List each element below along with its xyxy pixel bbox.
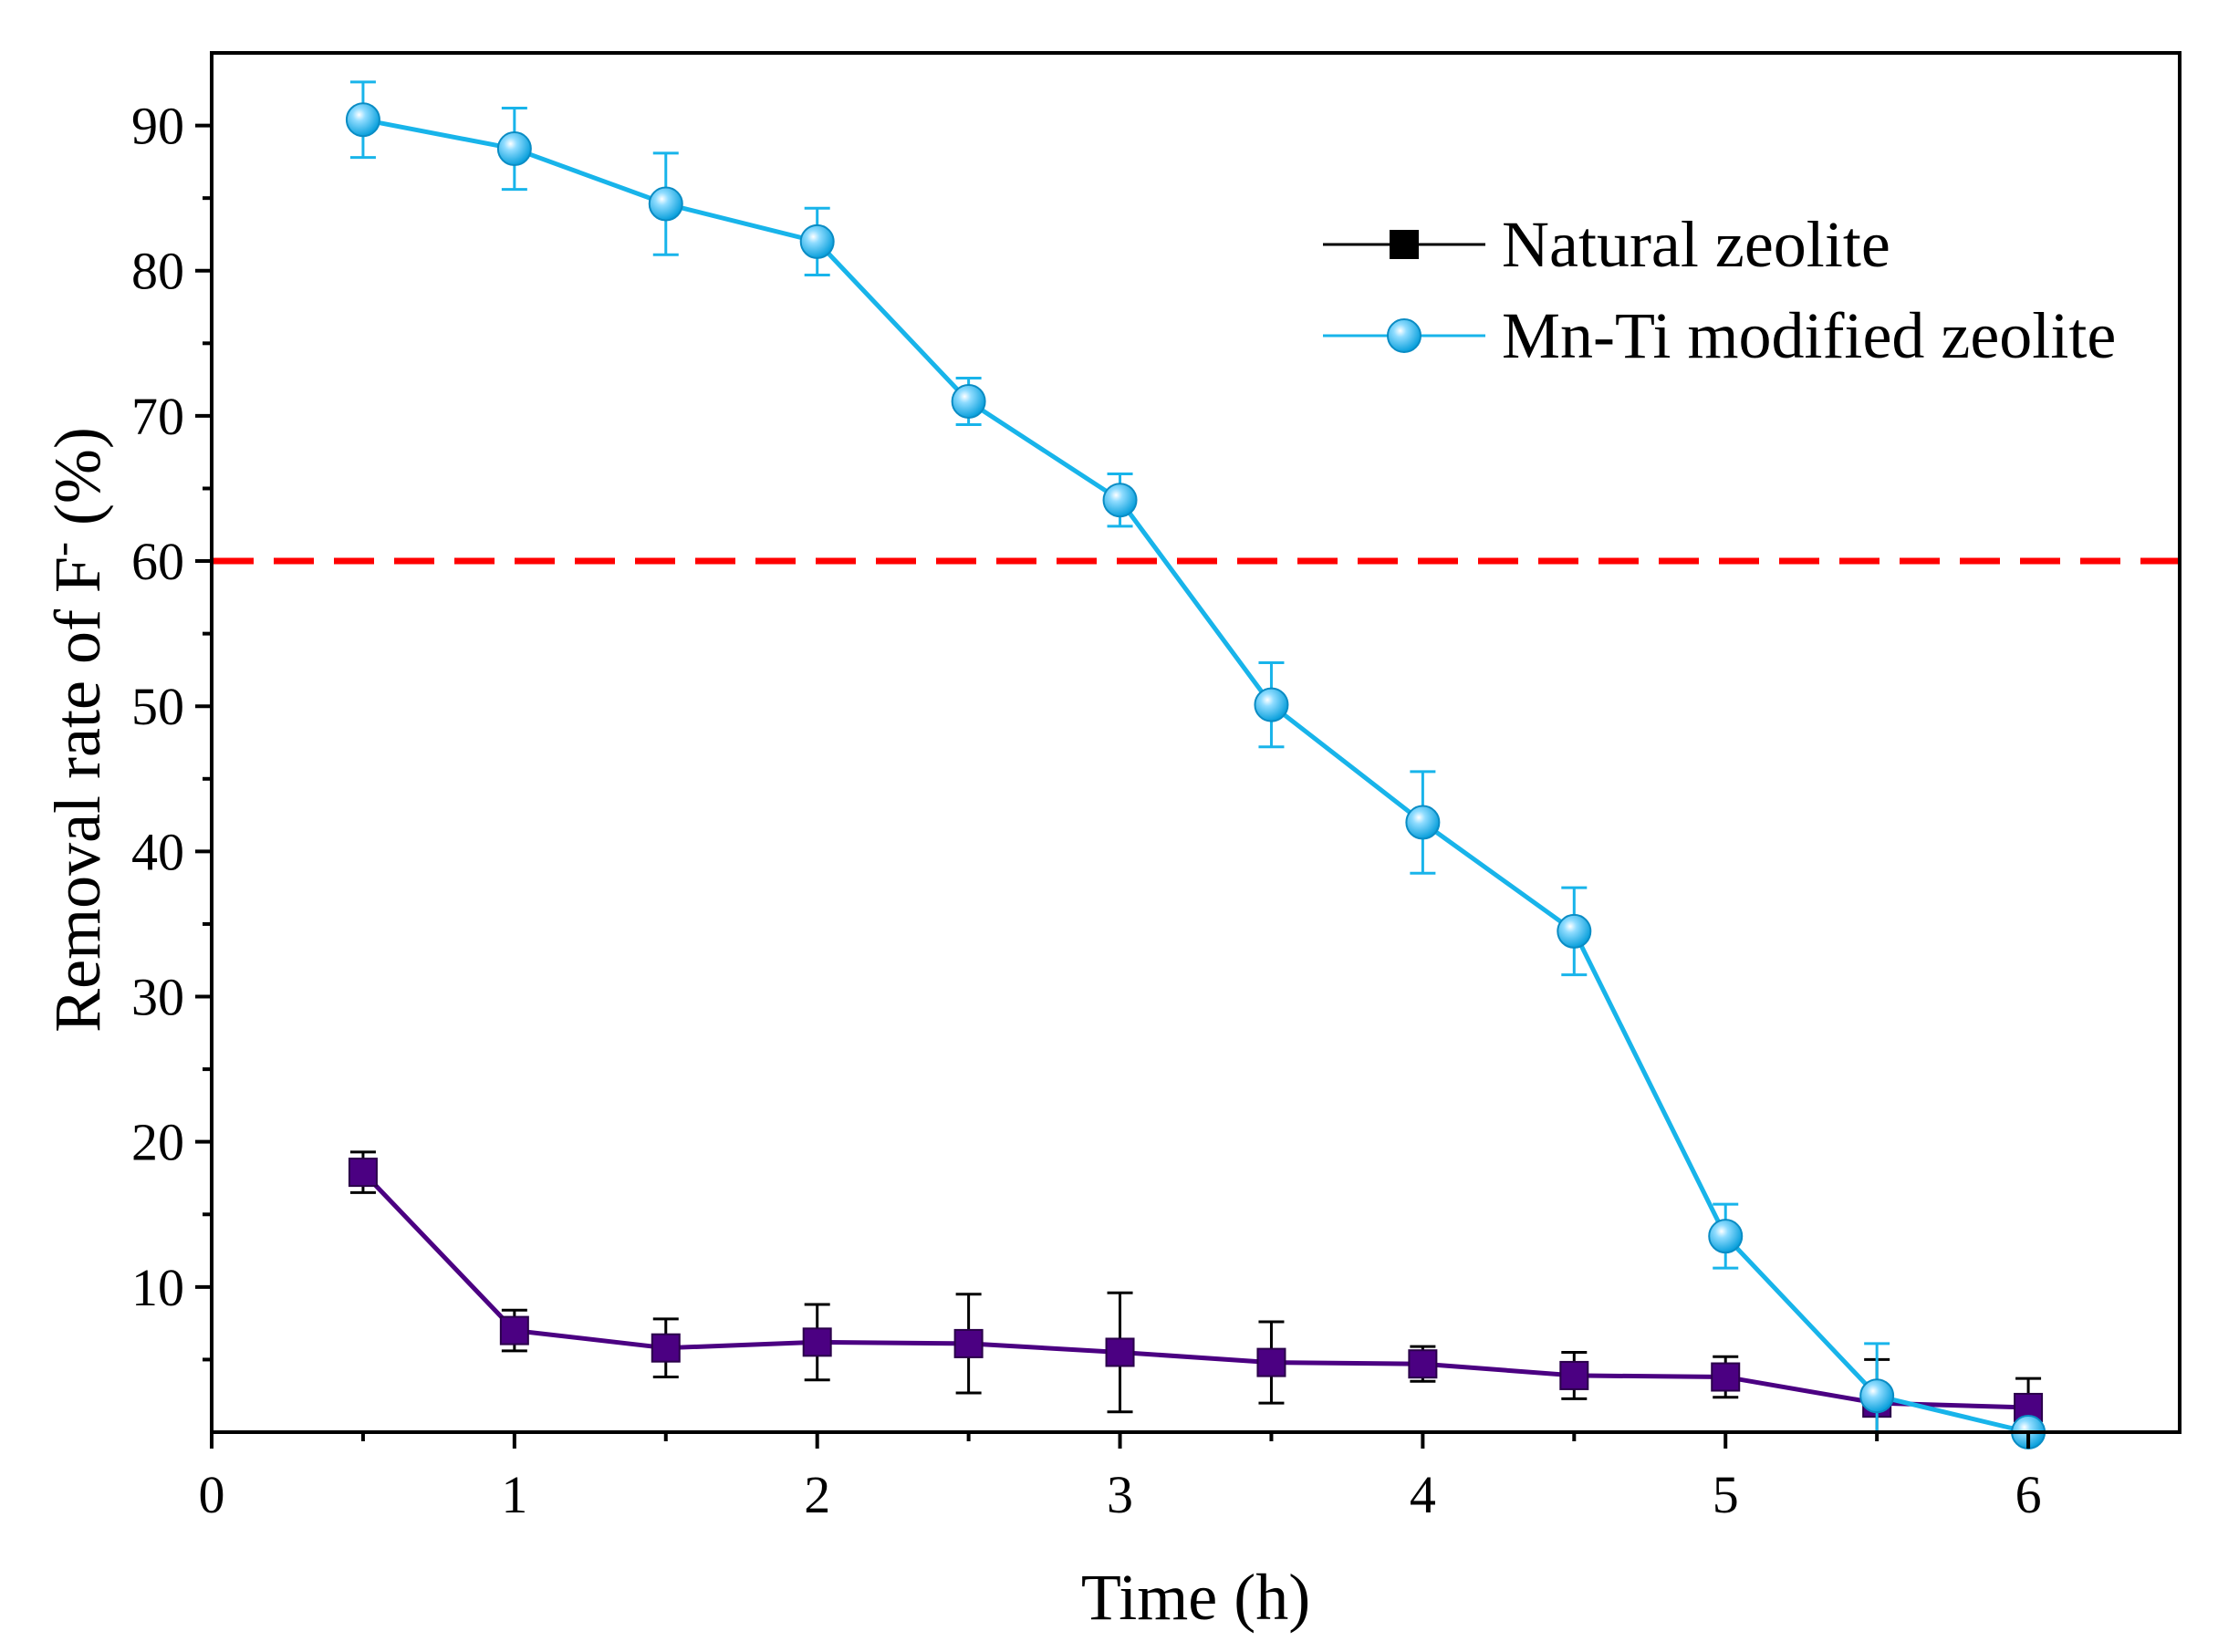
data-point-square: [1408, 1349, 1438, 1379]
x-tick-label-5: 5: [1713, 1465, 1739, 1524]
y-tick-label-30: 30: [131, 968, 184, 1027]
y-axis-title-main: Removal rate of F: [41, 556, 114, 1033]
y-tick-label-60: 60: [131, 532, 184, 591]
y-axis-title: Removal rate of F- (%): [37, 427, 114, 1033]
data-point-square: [499, 1315, 529, 1345]
data-point-circle: [1102, 483, 1138, 518]
x-tick-label-6: 6: [2015, 1465, 2042, 1524]
series-line: [361, 1170, 2029, 1410]
x-axis: 0 1 2 3 4 5 6: [199, 1432, 2042, 1524]
data-point-square: [651, 1333, 681, 1363]
series-mn-ti-modified-zeolite: [345, 80, 2046, 1449]
data-point-square: [1711, 1362, 1741, 1392]
data-point-square: [348, 1158, 378, 1188]
data-point-circle: [648, 186, 683, 222]
y-tick-label-40: 40: [131, 822, 184, 881]
data-point-circle: [345, 102, 380, 138]
legend-marker-circle: [1387, 318, 1421, 353]
legend-label-1: Mn-Ti modified zeolite: [1502, 299, 2116, 372]
data-point-square: [953, 1328, 984, 1358]
y-axis: 10 20 30 40 50 60 70 80 90: [131, 97, 212, 1362]
data-point-circle: [951, 383, 986, 419]
x-axis-title: Time (h): [1081, 1561, 1310, 1634]
series-natural-zeolite: [348, 1150, 2044, 1432]
legend-marker-square: [1390, 230, 1419, 259]
series-line: [362, 117, 2029, 1435]
y-tick-label-90: 90: [131, 97, 184, 156]
y-tick-label-70: 70: [131, 387, 184, 446]
data-point-circle: [1708, 1219, 1744, 1254]
x-tick-label-1: 1: [501, 1465, 527, 1524]
data-point-circle: [1405, 805, 1441, 840]
x-tick-label-0: 0: [199, 1465, 225, 1524]
x-tick-label-4: 4: [1410, 1465, 1436, 1524]
y-tick-label-20: 20: [131, 1113, 184, 1172]
y-tick-label-50: 50: [131, 677, 184, 736]
data-point-circle: [1557, 913, 1592, 949]
data-point-square: [1256, 1347, 1286, 1377]
data-point-circle: [799, 223, 835, 259]
legend: Natural zeolite Mn-Ti modified zeolite: [1323, 208, 2116, 372]
y-tick-label-80: 80: [131, 242, 184, 301]
data-point-circle: [1254, 687, 1289, 722]
data-point-square: [1559, 1360, 1589, 1390]
legend-label-0: Natural zeolite: [1502, 208, 1890, 281]
x-tick-label-2: 2: [804, 1465, 830, 1524]
y-tick-label-10: 10: [131, 1258, 184, 1317]
y-axis-title-superscript: -: [37, 542, 86, 556]
data-point-square: [802, 1327, 832, 1357]
data-point-circle: [1859, 1378, 1895, 1414]
plot-frame: [210, 51, 2182, 1434]
x-tick-label-3: 3: [1107, 1465, 1133, 1524]
series-layer: [345, 80, 2046, 1449]
y-axis-title-tail: (%): [41, 427, 114, 542]
data-point-square: [1105, 1337, 1135, 1367]
data-point-circle: [496, 131, 532, 167]
